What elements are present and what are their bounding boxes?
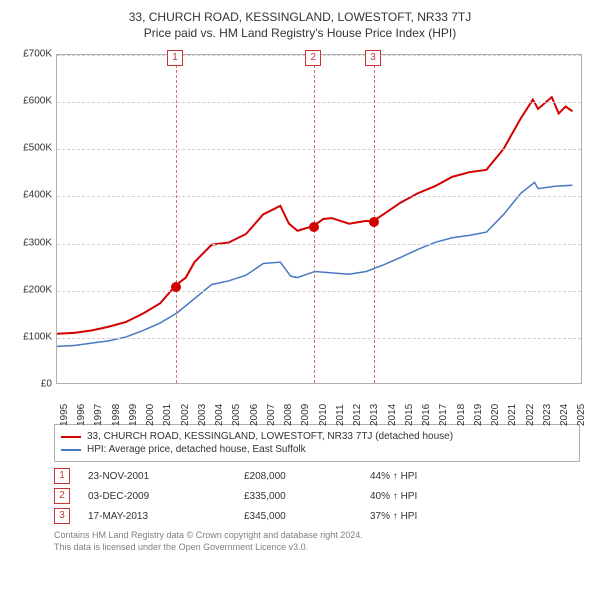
footnote-line: Contains HM Land Registry data © Crown c… [54, 530, 580, 542]
gridline [57, 291, 581, 292]
table-row: 1 23-NOV-2001 £208,000 44% ↑ HPI [54, 468, 580, 484]
x-tick-label: 2013 [369, 398, 373, 426]
x-tick-label: 2011 [335, 398, 339, 426]
x-tick-label: 2007 [266, 398, 270, 426]
y-tick-label: £200K [12, 284, 52, 295]
sale-price: £208,000 [244, 471, 364, 482]
sale-pct: 37% ↑ HPI [370, 511, 490, 522]
sale-date: 17-MAY-2013 [88, 511, 238, 522]
x-tick-label: 2021 [507, 398, 511, 426]
y-tick-label: £100K [12, 331, 52, 342]
x-tick-label: 2018 [456, 398, 460, 426]
x-tick-label: 2000 [145, 398, 149, 426]
y-tick-label: £500K [12, 143, 52, 154]
sale-marker-dot [309, 222, 319, 232]
table-row: 3 17-MAY-2013 £345,000 37% ↑ HPI [54, 508, 580, 524]
legend-row: 33, CHURCH ROAD, KESSINGLAND, LOWESTOFT,… [61, 431, 573, 442]
x-tick-label: 2004 [214, 398, 218, 426]
gridline [57, 149, 581, 150]
sale-date: 23-NOV-2001 [88, 471, 238, 482]
x-tick-label: 2009 [300, 398, 304, 426]
x-tick-label: 2019 [473, 398, 477, 426]
sale-number: 2 [54, 488, 70, 504]
sale-pct: 40% ↑ HPI [370, 491, 490, 502]
plot-area [56, 54, 582, 384]
chart-area: £0£100K£200K£300K£400K£500K£600K£700K 19… [12, 48, 588, 418]
gridline [57, 196, 581, 197]
gridline [57, 244, 581, 245]
x-tick-label: 1997 [93, 398, 97, 426]
sale-date: 03-DEC-2009 [88, 491, 238, 502]
x-tick-label: 2006 [249, 398, 253, 426]
sale-marker-dot [369, 217, 379, 227]
y-tick-label: £400K [12, 190, 52, 201]
sale-number: 3 [54, 508, 70, 524]
gridline [57, 102, 581, 103]
x-tick-label: 1998 [111, 398, 115, 426]
footnote-line: This data is licensed under the Open Gov… [54, 542, 580, 554]
x-tick-label: 1996 [76, 398, 80, 426]
x-tick-label: 2003 [197, 398, 201, 426]
x-tick-label: 2024 [559, 398, 563, 426]
sale-marker-box: 2 [305, 50, 321, 66]
sale-price: £335,000 [244, 491, 364, 502]
legend-label: HPI: Average price, detached house, East… [87, 444, 306, 455]
legend-swatch [61, 449, 81, 451]
x-tick-label: 2025 [576, 398, 580, 426]
sale-pct: 44% ↑ HPI [370, 471, 490, 482]
x-tick-label: 2012 [352, 398, 356, 426]
sale-marker-line [176, 55, 177, 383]
x-tick-label: 1999 [128, 398, 132, 426]
gridline [57, 338, 581, 339]
y-tick-label: £0 [12, 379, 52, 390]
x-tick-label: 2001 [162, 398, 166, 426]
x-tick-label: 2005 [231, 398, 235, 426]
table-row: 2 03-DEC-2009 £335,000 40% ↑ HPI [54, 488, 580, 504]
x-tick-label: 2023 [542, 398, 546, 426]
x-tick-label: 2016 [421, 398, 425, 426]
sale-number: 1 [54, 468, 70, 484]
y-tick-label: £600K [12, 96, 52, 107]
x-tick-label: 2017 [438, 398, 442, 426]
sale-table: 1 23-NOV-2001 £208,000 44% ↑ HPI 2 03-DEC-200… [54, 468, 580, 524]
legend-row: HPI: Average price, detached house, East… [61, 444, 573, 455]
x-tick-label: 2014 [387, 398, 391, 426]
y-tick-label: £300K [12, 237, 52, 248]
y-tick-label: £700K [12, 49, 52, 60]
x-tick-label: 2008 [283, 398, 287, 426]
x-tick-label: 2015 [404, 398, 408, 426]
page-title: 33, CHURCH ROAD, KESSINGLAND, LOWESTOFT,… [10, 10, 590, 24]
sale-marker-line [314, 55, 315, 383]
page-subtitle: Price paid vs. HM Land Registry's House … [10, 26, 590, 40]
x-tick-label: 2022 [525, 398, 529, 426]
x-tick-label: 2010 [318, 398, 322, 426]
footnote: Contains HM Land Registry data © Crown c… [54, 530, 580, 553]
x-tick-label: 2020 [490, 398, 494, 426]
legend-label: 33, CHURCH ROAD, KESSINGLAND, LOWESTOFT,… [87, 431, 453, 442]
chart-lines [57, 55, 581, 383]
x-tick-label: 1995 [59, 398, 63, 426]
legend: 33, CHURCH ROAD, KESSINGLAND, LOWESTOFT,… [54, 424, 580, 462]
sale-price: £345,000 [244, 511, 364, 522]
sale-marker-dot [171, 282, 181, 292]
sale-marker-box: 3 [365, 50, 381, 66]
legend-swatch [61, 436, 81, 438]
x-tick-label: 2002 [180, 398, 184, 426]
sale-marker-box: 1 [167, 50, 183, 66]
